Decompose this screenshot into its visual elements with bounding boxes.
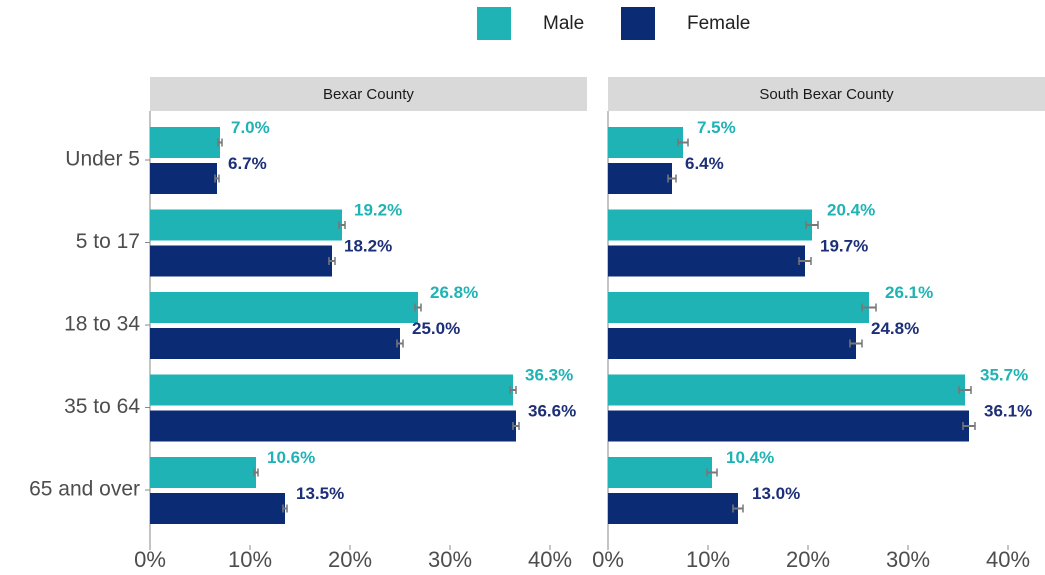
bar [150, 163, 217, 194]
value-label: 36.1% [984, 401, 1032, 420]
facet-strip [608, 77, 1045, 111]
y-tick-label: Under 5 [65, 148, 140, 171]
bar [150, 457, 256, 488]
bar [608, 245, 805, 277]
legend-swatch [621, 7, 655, 40]
bar [150, 328, 400, 359]
value-label: 6.7% [228, 154, 267, 173]
legend-label: Female [687, 13, 750, 34]
value-label: 24.8% [871, 319, 919, 338]
value-label: 18.2% [344, 236, 392, 255]
bar [150, 374, 513, 406]
value-label: 19.2% [354, 200, 402, 219]
bar [608, 209, 812, 241]
facet-title: Bexar County [323, 86, 414, 103]
x-tick-label: 0% [134, 547, 166, 572]
bar [608, 374, 965, 406]
bar [608, 292, 869, 323]
bar [608, 457, 712, 488]
x-tick-label: 30% [428, 547, 472, 572]
value-label: 36.3% [525, 365, 573, 384]
value-label: 19.7% [820, 236, 868, 255]
value-label: 25.0% [412, 319, 460, 338]
x-tick-label: 20% [786, 547, 830, 572]
value-label: 6.4% [685, 154, 724, 173]
bar [150, 245, 332, 277]
y-tick-label: 18 to 34 [64, 313, 140, 336]
x-tick-label: 30% [886, 547, 930, 572]
x-tick-label: 10% [228, 547, 272, 572]
value-label: 10.6% [267, 448, 315, 467]
x-tick-label: 40% [986, 547, 1030, 572]
value-label: 35.7% [980, 365, 1028, 384]
bar [150, 410, 516, 442]
value-label: 10.4% [726, 448, 774, 467]
x-tick-label: 0% [592, 547, 624, 572]
x-tick-label: 10% [686, 547, 730, 572]
bar [608, 328, 856, 359]
bar [150, 292, 418, 323]
bar [150, 127, 220, 158]
value-label: 13.0% [752, 484, 800, 503]
value-label: 7.5% [697, 118, 736, 137]
value-label: 7.0% [231, 118, 270, 137]
value-label: 36.6% [528, 401, 576, 420]
x-tick-label: 20% [328, 547, 372, 572]
x-tick-label: 40% [528, 547, 572, 572]
value-label: 20.4% [827, 200, 875, 219]
bar [608, 410, 969, 442]
bar [150, 493, 285, 524]
legend-label: Male [543, 13, 584, 34]
legend-swatch [477, 7, 511, 40]
y-tick-label: 65 and over [29, 478, 140, 501]
bar [608, 493, 738, 524]
y-tick-label: 35 to 64 [64, 395, 140, 418]
value-label: 13.5% [296, 484, 344, 503]
value-label: 26.1% [885, 283, 933, 302]
y-tick-label: 5 to 17 [76, 230, 140, 253]
facet-strip [150, 77, 587, 111]
facet-title: South Bexar County [759, 86, 894, 103]
bar [150, 209, 342, 241]
bar [608, 163, 672, 194]
bar [608, 127, 683, 158]
value-label: 26.8% [430, 283, 478, 302]
